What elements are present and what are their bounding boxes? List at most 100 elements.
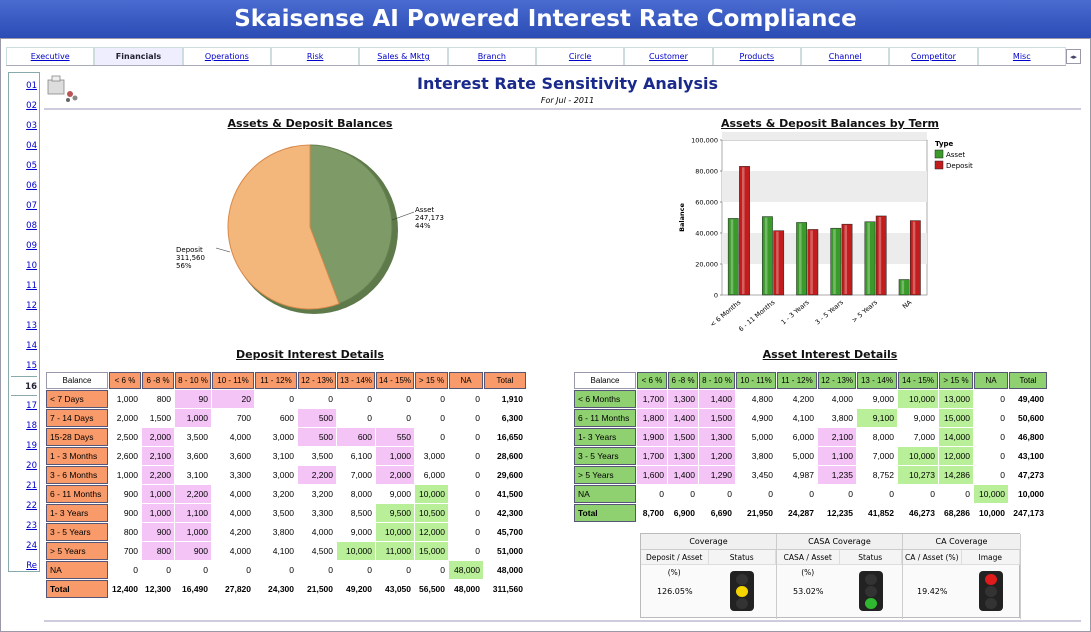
table-row: 3 - 5 Years 1,700 1,300 1,200 3,800 5,000 1,10… <box>574 447 1047 465</box>
bar-asset[interactable] <box>898 279 910 296</box>
page-link-23[interactable]: 23 <box>26 521 37 531</box>
tab-products[interactable]: Products <box>712 47 801 65</box>
page-link-21[interactable]: 21 <box>26 481 37 491</box>
bar-asset[interactable] <box>727 218 739 296</box>
total-cell: 311,560 <box>492 584 523 594</box>
pie-slice-deposit[interactable] <box>227 144 340 310</box>
table-cell: 1,000 <box>116 470 138 480</box>
table-cell: 0 <box>328 394 333 404</box>
page-title: Interest Rate Sensitivity Analysis <box>417 74 718 93</box>
table-cell: 0 <box>848 489 853 499</box>
page-link-06[interactable]: 06 <box>26 181 37 191</box>
row-label[interactable]: 1 - 3 Months <box>46 447 108 465</box>
bar-deposit[interactable] <box>773 230 785 296</box>
table-cell: 0 <box>690 489 695 499</box>
bar-deposit[interactable] <box>739 166 750 296</box>
table-cell: 10,000 <box>415 485 448 503</box>
row-label[interactable]: 7 - 14 Days <box>46 409 108 427</box>
table-cell: 1,000 <box>175 409 211 427</box>
bar-asset[interactable] <box>796 222 807 296</box>
table-cell: 800 <box>142 542 174 560</box>
page-link-Re[interactable]: Re <box>26 561 37 571</box>
row-label[interactable]: > 5 Years <box>46 542 108 560</box>
bar-deposit[interactable] <box>875 215 887 296</box>
page-link-01[interactable]: 01 <box>26 81 37 91</box>
page-link-19[interactable]: 19 <box>26 441 37 451</box>
page-link-13[interactable]: 13 <box>26 321 37 331</box>
col-header: Total <box>484 372 526 389</box>
page-link-14[interactable]: 14 <box>26 341 37 351</box>
row-label[interactable]: 6 - 11 Months <box>46 485 108 503</box>
table-cell: 7,000 <box>350 470 372 480</box>
tab-sales-mktg[interactable]: Sales & Mktg <box>359 47 448 65</box>
table-row: > 5 Years 700 800 900 4,000 4,100 4,500 10,000 1… <box>46 542 526 560</box>
page-link-08[interactable]: 08 <box>26 221 37 231</box>
tab-channel[interactable]: Channel <box>800 47 890 65</box>
table-cell: 600 <box>279 413 294 423</box>
page-link-24[interactable]: 24 <box>26 541 37 551</box>
row-label[interactable]: 1- 3 Years <box>574 428 636 446</box>
table-cell: 12,000 <box>939 447 973 465</box>
page-link-09[interactable]: 09 <box>26 241 37 251</box>
row-label[interactable]: 3 - 5 Years <box>46 523 108 541</box>
bar-asset[interactable] <box>762 216 773 296</box>
bar-highlight <box>730 219 734 294</box>
bar-asset[interactable] <box>864 221 876 296</box>
table-cell: 900 <box>142 523 174 541</box>
page-link-11[interactable]: 11 <box>26 281 37 291</box>
bar-deposit[interactable] <box>807 229 819 296</box>
row-label[interactable]: < 7 Days <box>46 390 108 408</box>
page-link-20[interactable]: 20 <box>26 461 37 471</box>
row-label[interactable]: 3 - 5 Years <box>574 447 636 465</box>
page-link-07[interactable]: 07 <box>26 201 37 211</box>
page-link-03[interactable]: 03 <box>26 121 37 131</box>
page-link-22[interactable]: 22 <box>26 501 37 511</box>
tab-operations[interactable]: Operations <box>182 47 271 65</box>
row-label[interactable]: 3 - 6 Months <box>46 466 108 484</box>
table-cell: 3,600 <box>186 451 208 461</box>
row-label[interactable]: 6 - 11 Months <box>574 409 636 427</box>
tab-scroll-arrows[interactable]: ◂▸ <box>1066 49 1081 64</box>
row-label[interactable]: NA <box>46 561 108 579</box>
bar-chart: 0 20,000 40,000 60,000 80,000 100,000 Balance <… <box>678 132 973 333</box>
page-link-04[interactable]: 04 <box>26 141 37 151</box>
row-label[interactable]: < 6 Months <box>574 390 636 408</box>
table-cell: 4,000 <box>229 432 251 442</box>
page-link-12[interactable]: 12 <box>26 301 37 311</box>
tab-competitor[interactable]: Competitor <box>889 47 978 65</box>
row-label[interactable]: 15-28 Days <box>46 428 108 446</box>
row-label[interactable]: 1- 3 Years <box>46 504 108 522</box>
bar-deposit[interactable] <box>909 220 921 296</box>
table-cell: 2,200 <box>175 485 211 503</box>
tab-risk[interactable]: Risk <box>270 47 360 65</box>
table-cell: 4,100 <box>792 413 814 423</box>
bar-deposit[interactable] <box>841 223 853 296</box>
pie-slice-asset[interactable] <box>309 144 393 305</box>
table-cell: 2,200 <box>142 466 174 484</box>
bar-asset[interactable] <box>830 227 842 296</box>
table-cell: 4,000 <box>831 394 853 404</box>
table-cell: 3,500 <box>311 451 333 461</box>
page-link-10[interactable]: 10 <box>26 261 37 271</box>
tab-branch[interactable]: Branch <box>447 47 536 65</box>
page-link-02[interactable]: 02 <box>26 101 37 111</box>
row-label[interactable]: NA <box>574 485 636 503</box>
page-link-18[interactable]: 18 <box>26 421 37 431</box>
row-label[interactable]: > 5 Years <box>574 466 636 484</box>
table-cell: 0 <box>475 527 480 537</box>
tab-financials[interactable]: Financials <box>94 47 183 65</box>
table-cell: 2,500 <box>116 432 138 442</box>
tab-misc[interactable]: Misc <box>977 47 1066 65</box>
col-header: 10 - 11% <box>212 372 254 389</box>
table-cell: 2,000 <box>116 413 138 423</box>
table-cell: 0 <box>475 470 480 480</box>
table-cell: 900 <box>123 489 138 499</box>
tab-customer[interactable]: Customer <box>624 47 713 65</box>
table-cell: 0 <box>166 565 171 575</box>
page-link-15[interactable]: 15 <box>26 361 37 371</box>
page-link-17[interactable]: 17 <box>26 401 37 411</box>
total-cell: 68,286 <box>944 508 970 518</box>
tab-executive[interactable]: Executive <box>6 47 95 65</box>
page-link-05[interactable]: 05 <box>26 161 37 171</box>
tab-circle[interactable]: Circle <box>535 47 625 65</box>
